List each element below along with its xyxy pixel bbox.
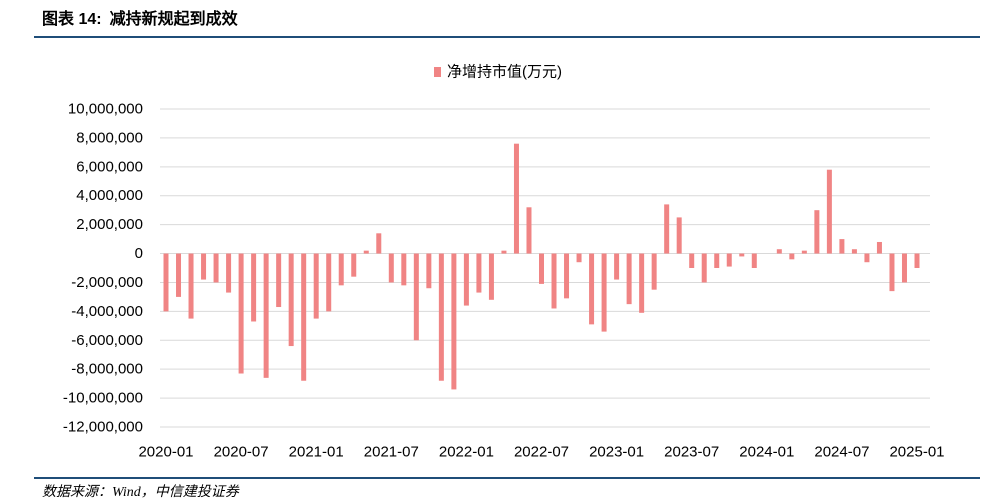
bar-2021-12 bbox=[451, 253, 457, 390]
bar-2023-02 bbox=[626, 253, 632, 305]
legend-swatch bbox=[434, 67, 441, 77]
legend-label: 净增持市值(万元) bbox=[447, 64, 562, 81]
top-rule bbox=[34, 36, 980, 38]
x-tick-label: 2022-01 bbox=[439, 444, 494, 461]
x-tick-label: 2020-07 bbox=[214, 444, 269, 461]
bar-2024-06 bbox=[826, 169, 832, 254]
bar-2020-12 bbox=[301, 253, 307, 381]
bar-2023-04 bbox=[651, 253, 657, 290]
y-tick-label: 4,000,000 bbox=[76, 187, 143, 204]
y-tick-label: -6,000,000 bbox=[71, 332, 143, 349]
bar-2020-06 bbox=[226, 253, 232, 293]
bar-2021-07 bbox=[388, 253, 394, 283]
bar-2023-01 bbox=[614, 253, 620, 280]
bar-2024-03 bbox=[789, 253, 795, 260]
y-tick-label: -2,000,000 bbox=[71, 274, 143, 291]
bar-2024-10 bbox=[876, 241, 882, 254]
bar-2020-08 bbox=[251, 253, 257, 322]
bar-2023-12 bbox=[751, 253, 757, 268]
bar-2020-10 bbox=[276, 253, 282, 308]
bar-2020-02 bbox=[176, 253, 182, 297]
bar-2022-07 bbox=[539, 253, 544, 284]
gridlines bbox=[160, 108, 930, 428]
bar-2020-01 bbox=[163, 253, 169, 312]
bar-2022-06 bbox=[526, 207, 532, 254]
x-tick-label: 2024-01 bbox=[739, 444, 794, 461]
y-tick-label: -12,000,000 bbox=[63, 419, 143, 436]
bar-2020-11 bbox=[288, 253, 294, 347]
bottom-rule bbox=[34, 477, 980, 479]
x-tick-label: 2021-07 bbox=[364, 444, 419, 461]
bar-2021-06 bbox=[376, 233, 382, 254]
bar-2023-03 bbox=[639, 253, 645, 313]
bar-2020-09 bbox=[263, 253, 269, 378]
bar-2022-03 bbox=[488, 253, 494, 300]
bar-2021-11 bbox=[438, 253, 444, 381]
bar-2020-03 bbox=[188, 253, 194, 319]
x-tick-label: 2024-07 bbox=[814, 444, 869, 461]
source-note: 数据来源：Wind，中信建投证券 bbox=[42, 485, 239, 500]
bar-2025-01 bbox=[914, 253, 920, 268]
bar-2022-04 bbox=[501, 250, 507, 254]
figure-title: 图表 14: 减持新规起到成效 bbox=[42, 10, 238, 30]
bar-2021-05 bbox=[363, 250, 369, 254]
bar-2024-08 bbox=[851, 249, 857, 254]
bar-2023-10 bbox=[726, 253, 732, 267]
bar-2020-05 bbox=[213, 253, 219, 283]
bar-2021-08 bbox=[401, 253, 407, 286]
x-axis-labels: 2020-01 2020-07 2021-01 2021-07 2022-01 2022-… bbox=[138, 444, 944, 461]
y-axis-labels: 10,000,000 8,000,000 6,000,000 4,000,000 2,0… bbox=[63, 101, 143, 436]
x-tick-label: 2020-01 bbox=[138, 444, 193, 461]
bar-2022-10 bbox=[576, 253, 582, 263]
y-tick-label: 8,000,000 bbox=[76, 129, 143, 146]
y-tick-label: -4,000,000 bbox=[71, 303, 143, 320]
bar-2022-11 bbox=[589, 253, 595, 325]
legend: 净增持市值(万元) bbox=[434, 64, 562, 81]
bar-2024-07 bbox=[839, 239, 845, 254]
bar-2021-04 bbox=[351, 253, 357, 277]
bar-2023-08 bbox=[701, 253, 707, 283]
bar-2024-05 bbox=[814, 210, 820, 254]
bar-2024-12 bbox=[901, 253, 907, 283]
y-tick-label: 2,000,000 bbox=[76, 216, 143, 233]
bar-series bbox=[163, 143, 920, 390]
y-tick-label: -8,000,000 bbox=[71, 361, 143, 378]
figure-label: 图表 14: bbox=[42, 11, 102, 28]
bar-2021-01 bbox=[313, 253, 319, 319]
y-tick-label: 0 bbox=[135, 245, 143, 262]
x-tick-label: 2023-01 bbox=[589, 444, 644, 461]
bar-2024-11 bbox=[889, 253, 895, 292]
x-tick-label: 2022-07 bbox=[514, 444, 569, 461]
bar-2023-07 bbox=[689, 253, 695, 268]
bar-2023-05 bbox=[664, 204, 670, 254]
bar-2021-02 bbox=[326, 253, 332, 312]
bar-2022-08 bbox=[551, 253, 557, 309]
figure-caption: 减持新规起到成效 bbox=[109, 11, 238, 28]
bar-2021-10 bbox=[426, 253, 432, 289]
x-tick-label: 2021-01 bbox=[289, 444, 344, 461]
bar-2024-04 bbox=[801, 250, 807, 254]
x-tick-label: 2025-01 bbox=[889, 444, 944, 461]
bar-2022-12 bbox=[601, 253, 607, 332]
y-tick-label: 10,000,000 bbox=[68, 101, 143, 118]
bar-2021-03 bbox=[338, 253, 344, 286]
bar-2022-05 bbox=[513, 143, 519, 254]
bar-2022-02 bbox=[476, 253, 482, 293]
bar-2024-02 bbox=[776, 249, 782, 254]
bar-2023-06 bbox=[676, 217, 682, 254]
y-tick-label: -10,000,000 bbox=[63, 390, 143, 407]
bar-2024-09 bbox=[864, 253, 870, 263]
bar-2021-09 bbox=[413, 253, 419, 341]
x-tick-label: 2023-07 bbox=[664, 444, 719, 461]
bar-2020-04 bbox=[201, 253, 207, 280]
bar-2023-11 bbox=[739, 253, 745, 257]
bar-2022-01 bbox=[463, 253, 469, 306]
bar-2020-07 bbox=[238, 253, 244, 374]
bar-2023-09 bbox=[714, 253, 720, 268]
bar-2022-09 bbox=[564, 253, 570, 299]
y-tick-label: 6,000,000 bbox=[76, 158, 143, 175]
